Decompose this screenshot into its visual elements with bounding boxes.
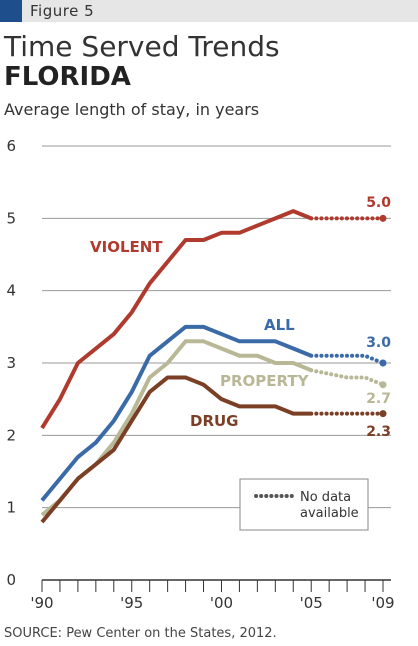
figure-swatch — [0, 0, 22, 22]
x-tick-label-1995: '95 — [120, 594, 143, 612]
series-endpoint-violent — [379, 214, 387, 222]
y-tick-label-2: 2 — [6, 426, 16, 444]
figure-header-bar: Figure 5 — [0, 0, 418, 22]
series-nodata-property — [309, 368, 385, 387]
end-value-label-property: 2.7 — [366, 391, 391, 407]
series-line-all — [40, 324, 312, 502]
series-endpoint-all — [379, 359, 387, 367]
x-tick-label-2009: '09 — [371, 594, 394, 612]
series-label-property: PROPERTY — [220, 372, 310, 390]
y-tick-label-1: 1 — [6, 499, 16, 517]
series-nodata-all — [309, 353, 385, 365]
legend-text-line2: available — [300, 506, 359, 521]
x-tick-label-2000: '00 — [210, 594, 233, 612]
legend-text-line1: No data — [300, 490, 351, 505]
series-endpoint-property — [379, 381, 387, 389]
chart-title: Time Served Trends — [4, 30, 280, 63]
source-note: SOURCE: Pew Center on the States, 2012. — [4, 626, 277, 641]
series-label-violent: VIOLENT — [90, 238, 163, 256]
series-endpoint-drug — [379, 410, 387, 418]
y-axis-label: Average length of stay, in years — [4, 100, 260, 119]
series-label-all: ALL — [264, 316, 295, 334]
end-value-label-violent: 5.0 — [366, 195, 391, 211]
end-value-label-all: 3.0 — [366, 335, 391, 351]
chart-subtitle: FLORIDA — [4, 62, 131, 92]
y-tick-label-5: 5 — [6, 209, 16, 227]
y-tick-label-6: 6 — [6, 137, 16, 155]
y-tick-label-4: 4 — [6, 282, 16, 300]
end-value-label-drug: 2.3 — [366, 424, 391, 440]
series-line-violent — [40, 209, 312, 430]
x-tick-label-1990: '90 — [30, 594, 53, 612]
figure-label: Figure 5 — [30, 2, 95, 20]
series-line-drug — [40, 375, 312, 524]
legend-box — [239, 478, 369, 531]
y-tick-label-0: 0 — [6, 571, 16, 589]
y-tick-label-3: 3 — [6, 354, 16, 372]
x-tick-label-2005: '05 — [300, 594, 323, 612]
series-label-drug: DRUG — [190, 412, 239, 430]
